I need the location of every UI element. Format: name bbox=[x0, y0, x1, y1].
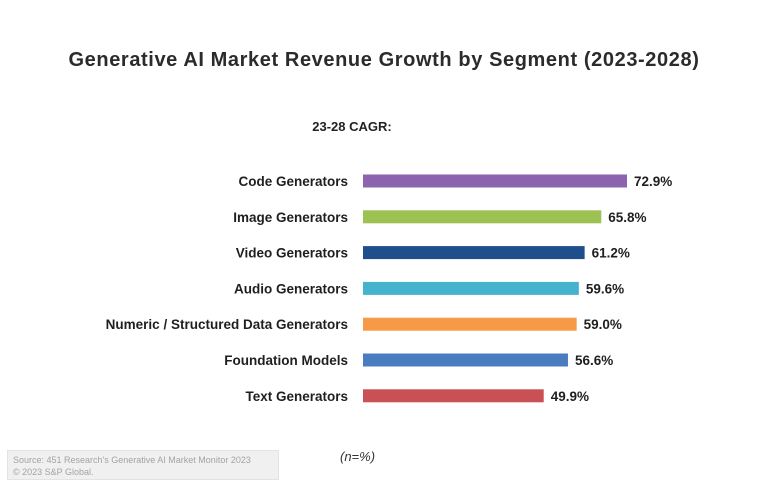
value-label: 61.2% bbox=[592, 246, 630, 261]
bar bbox=[363, 389, 544, 403]
bar bbox=[363, 174, 627, 188]
category-label: Numeric / Structured Data Generators bbox=[106, 317, 348, 332]
bar bbox=[363, 210, 602, 224]
category-label: Foundation Models bbox=[224, 353, 348, 368]
category-label: Image Generators bbox=[233, 210, 348, 225]
category-label: Text Generators bbox=[245, 389, 348, 404]
value-label: 49.9% bbox=[551, 389, 589, 404]
value-label: 59.0% bbox=[584, 317, 622, 332]
bar bbox=[363, 317, 577, 331]
copyright-line: © 2023 S&P Global. bbox=[13, 467, 94, 477]
category-label: Audio Generators bbox=[234, 281, 348, 296]
bar bbox=[363, 281, 579, 295]
bar bbox=[363, 246, 585, 260]
category-label: Video Generators bbox=[236, 246, 348, 261]
chart-title: Generative AI Market Revenue Growth by S… bbox=[68, 49, 700, 71]
source-note: Source: 451 Research's Generative AI Mar… bbox=[7, 450, 279, 480]
sample-note: (n=%) bbox=[340, 449, 376, 464]
source-line: Source: 451 Research's Generative AI Mar… bbox=[13, 455, 251, 465]
category-label: Code Generators bbox=[238, 174, 348, 189]
chart-subtitle: 23-28 CAGR: bbox=[312, 119, 392, 134]
bar bbox=[363, 353, 568, 367]
value-label: 65.8% bbox=[608, 210, 646, 225]
value-label: 56.6% bbox=[575, 353, 613, 368]
value-label: 59.6% bbox=[586, 281, 624, 296]
value-label: 72.9% bbox=[634, 174, 672, 189]
